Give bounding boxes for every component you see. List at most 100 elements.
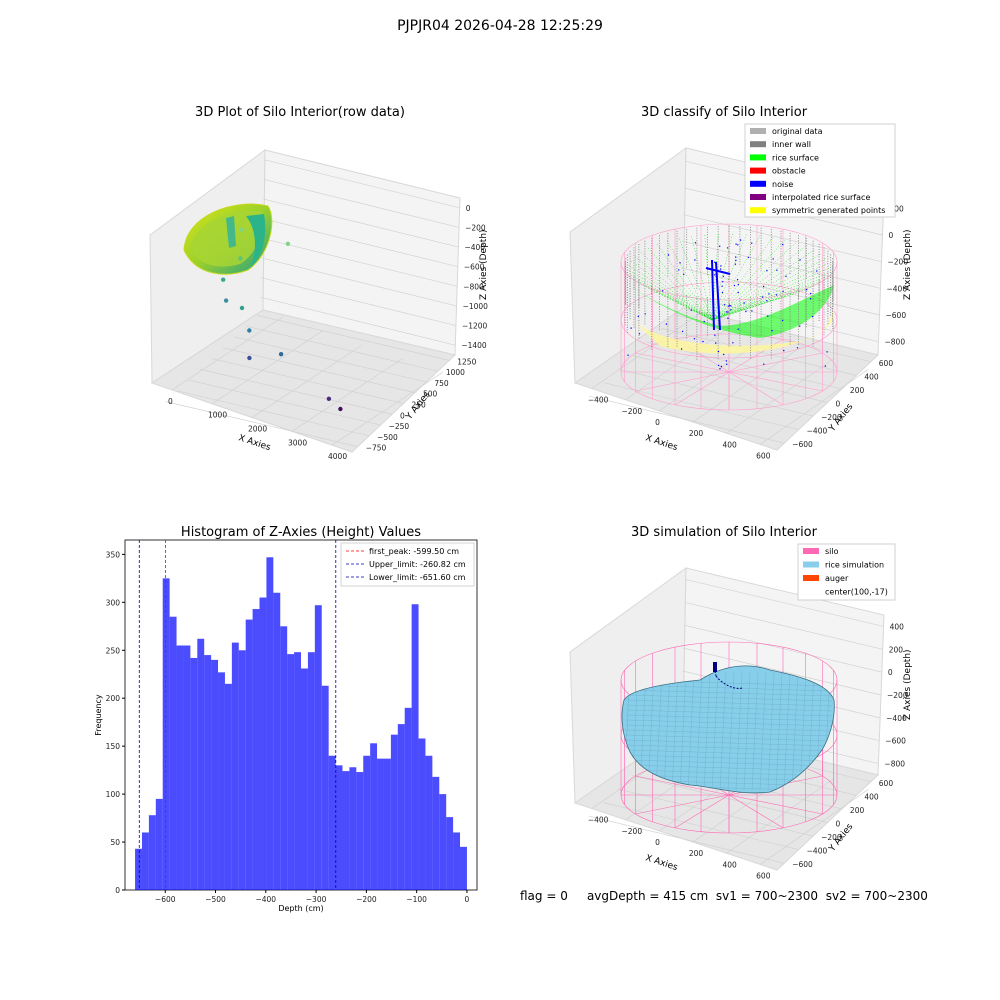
p2-x-grid [726,357,835,434]
legend-swatch [803,548,819,554]
legend-label: auger [825,574,849,583]
legend-label: interpolated rice surface [772,193,870,202]
p2-x-grid [591,313,701,389]
hist-x-tick: −100 [406,895,427,904]
rice-mesh-line [767,671,775,791]
rice-point-ray [691,236,713,321]
rice-point-ray [704,300,713,321]
noise-point [721,291,724,294]
p2-z-grid [681,267,880,316]
hist-bar [418,738,426,890]
hist-bar [218,672,225,890]
hist-title: Histogram of Z-Axies (Height) Values [181,525,421,540]
noise-point [681,330,684,333]
p2-z-tick: 0 [889,231,894,240]
noise-point [776,269,778,271]
hist-bar [383,758,391,890]
noise-point [783,349,785,352]
p2-y-tick: 600 [879,359,894,368]
raw-data-point [221,277,226,282]
rice-mesh-line [625,714,833,722]
panel-raw-3d: 3D Plot of Silo Interior(row data) 0 1000… [149,105,489,461]
noise-point [694,259,696,261]
noise-point [714,274,716,276]
p1-y-tick: 0 [400,411,405,420]
rice-point-ray [647,247,713,321]
hist-bar [224,683,232,890]
hist-bar [390,734,398,890]
noise-point [734,263,737,265]
p4-z-tick: −200 [887,691,908,700]
legend-swatch [750,167,766,174]
noise-point [722,281,724,283]
raw-data-point [247,328,252,333]
rice-point-ray [711,258,826,321]
figure-title: PJPJR04 2026-04-28 12:25:29 [397,18,603,34]
noise-point [690,309,692,311]
p1-y-tick: 500 [423,390,438,399]
p2-y-grid [589,395,785,444]
hist-bar [356,772,364,890]
silo-floor-spoke [635,371,730,392]
hist-bar [363,755,371,890]
noise-point [771,330,773,332]
p2-zlabel: Z Axies (Depth) [903,229,913,300]
noise-point [662,290,664,292]
hist-threshold-lines [138,540,337,890]
hist-bar [439,794,447,890]
legend-label: obstacle [772,167,806,176]
noise-point [719,368,721,370]
hist-bar [321,685,329,890]
p1-z-tick: −800 [463,282,484,291]
p2-y-tick: −400 [807,427,828,436]
hist-bar [328,755,336,890]
p2-y-tick: 200 [850,386,865,395]
hist-bar [280,626,288,890]
hist-y-tick: 350 [106,550,121,559]
rice-mesh-line [695,671,703,791]
noise-point [751,310,753,312]
hist-bar [301,668,308,890]
p1-y-grid [222,347,416,394]
p1-z-grid [263,198,459,248]
p4-y-tick: −600 [792,860,813,869]
hist-bar [446,817,454,890]
rice-point-ray [634,279,713,321]
p1-y-tick: −250 [389,422,410,431]
rice-mesh-line [625,739,833,747]
p4-y-tick: 200 [850,806,865,815]
p1-zlabel: Z Axies (Depth) [479,229,489,300]
p2-y-tick: −600 [792,440,813,449]
hist-y-tick: 50 [110,838,120,847]
noise-point [796,347,799,349]
status-sv2: sv2 = 700~2300 [825,889,928,903]
rice-mesh-line [663,671,671,791]
noise-point [728,305,730,307]
hist-ylabel: Frequency [94,694,103,736]
hist-bar [425,755,433,890]
noise-point [703,320,705,323]
hist-y-tick: 0 [115,886,120,895]
p1-z-grid [262,237,458,287]
hist-bar [245,619,253,890]
rice-mesh-line [711,671,719,791]
silo-floor-spoke [674,794,730,829]
noise-point [782,243,784,246]
p2-x-tick: 600 [756,451,771,460]
noise-point [727,311,729,313]
silo-floor-spoke [728,371,784,406]
p4-auger [713,663,743,689]
rice-mesh-line [799,671,807,791]
p2-y-grid [675,314,871,363]
noise-point [816,270,818,272]
rice-mesh-line [703,671,711,791]
p2-y-tick: 0 [836,400,841,409]
hist-legend-box [340,542,475,587]
p1-y-grid [165,401,358,447]
p1-x-grid [331,371,444,446]
silo-floor-spoke [728,371,823,392]
noise-point [721,285,723,287]
noise-point [762,285,765,288]
noise-point [768,293,770,295]
